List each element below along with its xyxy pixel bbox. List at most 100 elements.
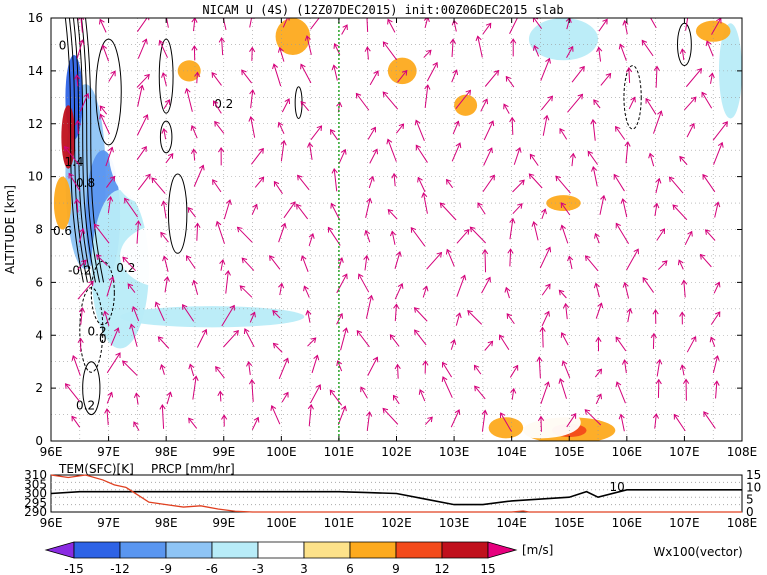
contour-0	[95, 38, 122, 146]
wind-arrow	[394, 251, 402, 269]
y-tick-label: 14	[28, 64, 43, 78]
wind-arrow	[389, 334, 400, 347]
wind-arrow	[282, 18, 290, 28]
series-line-1	[50, 474, 742, 513]
arrow-head	[225, 199, 232, 205]
arrow-shaft	[306, 35, 312, 55]
arrow-head	[212, 179, 218, 185]
arrow-shaft	[587, 151, 599, 165]
arrow-shaft	[540, 95, 553, 111]
wind-arrow	[224, 270, 231, 294]
arrow-head	[427, 416, 433, 423]
arrow-shaft	[130, 324, 138, 347]
wind-arrow	[641, 39, 654, 57]
wind-arrow	[657, 260, 668, 270]
arrow-shaft	[367, 357, 378, 376]
arrow-head	[558, 378, 565, 384]
wind-arrow	[451, 19, 458, 32]
wind-arrow	[685, 18, 689, 31]
arrow-shaft	[627, 308, 631, 323]
arrow-shaft	[310, 384, 321, 404]
arrow-shaft	[155, 302, 165, 321]
wind-arrow	[620, 198, 628, 218]
wind-arrow	[555, 175, 571, 194]
arrow-shaft	[340, 328, 347, 351]
arrow-shaft	[254, 176, 265, 188]
arrow-head	[382, 91, 389, 98]
arrow-head	[81, 259, 87, 266]
arrow-head	[647, 12, 652, 17]
arrow-shaft	[281, 98, 290, 113]
wind-arrow	[110, 327, 120, 346]
contour-4	[159, 120, 173, 154]
arrow-shaft	[308, 404, 312, 427]
arrow-shaft	[166, 18, 169, 28]
arrow-shaft	[712, 355, 719, 373]
arrow-head	[410, 226, 417, 233]
wind-patch-7	[120, 224, 213, 288]
wind-arrow	[424, 84, 431, 109]
colorbar-unit: [m/s]	[522, 543, 553, 557]
arrow-shaft	[483, 120, 494, 141]
arrow-head	[364, 46, 371, 52]
arrow-head	[221, 414, 228, 420]
wind-arrow	[584, 255, 599, 272]
arrow-head	[148, 18, 150, 21]
arrow-shaft	[595, 283, 600, 298]
arrow-shaft	[713, 142, 723, 165]
arrow-shaft	[456, 275, 466, 297]
wind-arrow	[652, 413, 659, 429]
wind-arrow	[249, 46, 256, 61]
arrow-shaft	[414, 329, 427, 346]
arrow-shaft	[624, 282, 630, 299]
wind-arrow	[387, 209, 398, 220]
x-tick-label: 100E	[266, 445, 297, 459]
wind-arrow	[311, 354, 320, 374]
wind-arrow	[571, 65, 585, 83]
arrow-head	[661, 260, 668, 266]
arrow-shaft	[705, 229, 716, 241]
arrow-head	[113, 327, 120, 334]
arrow-head	[342, 273, 348, 280]
wind-arrow	[160, 200, 168, 219]
wind-arrow	[685, 67, 703, 88]
arrow-head	[544, 310, 550, 317]
wind-arrow	[622, 281, 630, 299]
arrow-head	[475, 35, 482, 42]
arrow-head	[269, 255, 275, 261]
wind-arrow	[248, 378, 256, 402]
arrow-shaft	[387, 209, 398, 220]
wind-arrow	[382, 41, 398, 61]
wind-arrow	[540, 95, 554, 111]
arrow-shaft	[446, 249, 455, 267]
arrow-head	[107, 391, 114, 398]
wind-arrow	[106, 175, 116, 188]
arrow-shaft	[424, 84, 429, 109]
arrow-head	[463, 228, 470, 235]
arrow-shaft	[163, 99, 170, 109]
arrow-shaft	[213, 100, 222, 114]
wind-arrow	[482, 174, 495, 193]
arrow-shaft	[711, 18, 722, 35]
arrow-shaft	[511, 117, 514, 135]
wind-arrow	[211, 72, 222, 86]
arrow-shaft	[623, 360, 627, 374]
arrow-head	[415, 144, 422, 151]
wind-arrow	[367, 356, 379, 376]
wind-arrow	[484, 340, 494, 351]
contour-label: 0	[99, 332, 107, 346]
x-tick-label: 104E	[496, 445, 527, 459]
wind-arrow	[513, 146, 522, 165]
arrow-head	[135, 220, 142, 226]
arrow-shaft	[333, 65, 338, 81]
wind-arrow	[645, 97, 657, 115]
arrow-head	[590, 118, 597, 125]
wind-arrow	[249, 89, 256, 109]
arrow-head	[214, 120, 220, 127]
wind-arrow	[426, 61, 438, 82]
arrow-shaft	[397, 70, 408, 83]
arrow-shaft	[248, 361, 251, 375]
arrow-shaft	[387, 139, 397, 162]
arrow-shaft	[296, 204, 309, 220]
arrow-shaft	[107, 196, 112, 214]
